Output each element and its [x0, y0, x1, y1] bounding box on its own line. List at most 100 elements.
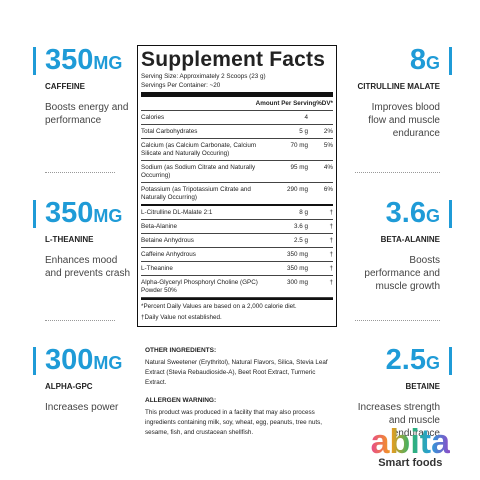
- facts-row: Betaine Anhydrous 2.5 g †: [141, 234, 333, 248]
- separator: [355, 320, 440, 321]
- row-dv: 5%: [323, 142, 333, 149]
- row-name: Potassium (as Tripotassium Citrate and N…: [141, 186, 251, 201]
- amount: 8G: [330, 45, 440, 78]
- amount: 2.5G: [330, 345, 440, 378]
- row-amount: 5 g: [299, 128, 308, 135]
- facts-panel: Supplement Facts Serving Size: Approxima…: [137, 45, 337, 327]
- amount: 350MG: [45, 198, 155, 231]
- amount-unit: MG: [93, 206, 123, 226]
- nutrient-name: CITRULLINE MALATE: [357, 82, 440, 91]
- footnotes: *Percent Daily Values are based on a 2,0…: [141, 302, 333, 322]
- other-heading: OTHER INGREDIENTS:: [145, 347, 217, 354]
- nutrient-description: Increases strength and muscle endurance: [357, 402, 440, 439]
- other-text: Natural Sweetener (Erythritol), Natural …: [145, 359, 328, 386]
- header-row: Amount Per Serving %DV*: [141, 97, 333, 111]
- facts-row: Alpha-Glyceryl Phosphoryl Choline (GPC) …: [141, 276, 333, 298]
- accent-bar: [449, 47, 452, 75]
- row-dv: [308, 114, 333, 122]
- nutrient-description: Boosts energy and performance: [45, 102, 129, 126]
- row-amount: 300 mg: [286, 279, 308, 286]
- rows: Calories 4 Total Carbohydrates 5 g 2% Calcium…: [141, 111, 333, 298]
- row-amount: 95 mg: [290, 164, 308, 171]
- nutrient-item: 350MG L-THEANINE Enhances mood and prevent…: [33, 198, 155, 280]
- allergen-text: This product was produced in a facility …: [145, 409, 322, 436]
- row-name: Total Carbohydrates: [141, 128, 198, 135]
- header-dv: %DV*: [316, 100, 333, 107]
- amount: 300MG: [45, 345, 155, 378]
- facts-row: Calories 4: [141, 111, 333, 125]
- facts-row: Caffeine Anhydrous 350 mg †: [141, 248, 333, 262]
- row-amount: 8 g: [299, 209, 308, 216]
- footnote: †Daily Value not established.: [141, 314, 222, 321]
- nutrient-item: 2.5G BETAINE Increases strength and muscle…: [330, 345, 452, 440]
- amount-value: 8: [409, 44, 426, 76]
- row-amount: 290 mg: [286, 186, 308, 193]
- accent-bar: [33, 200, 36, 228]
- amount-value: 350: [45, 197, 94, 229]
- row-dv: 6%: [323, 186, 333, 193]
- servings: Servings Per Container: ~20: [141, 82, 221, 89]
- facts-row: Total Carbohydrates 5 g 2%: [141, 125, 333, 139]
- row-dv: †: [329, 251, 333, 258]
- rule: [141, 298, 333, 300]
- row-name: Sodium (as Sodium Citrate and Naturally …: [141, 164, 256, 179]
- row-dv: †: [329, 237, 333, 244]
- row-name: Calcium (as Calcium Carbonate, Calcium S…: [141, 142, 257, 157]
- amount-value: 2.5: [385, 344, 426, 376]
- facts-row: L-Theanine 350 mg †: [141, 262, 333, 276]
- nutrient-description: Enhances mood and prevents crash: [45, 255, 131, 279]
- separator: [355, 172, 440, 173]
- row-name: Calories: [141, 114, 165, 121]
- facts-row: L-Citrulline DL-Malate 2:1 8 g †: [141, 206, 333, 220]
- facts-row: Calcium (as Calcium Carbonate, Calcium S…: [141, 139, 333, 161]
- row-amount: 70 mg: [290, 142, 308, 149]
- logo: abita Smart foods: [371, 425, 450, 469]
- nutrient-name: BETAINE: [405, 382, 440, 391]
- facts-row: Beta-Alanine 3.6 g †: [141, 220, 333, 234]
- rule: [141, 92, 333, 97]
- nutrient-item: 300MG ALPHA-GPC Increases power: [33, 345, 155, 414]
- brand-tagline: Smart foods: [378, 457, 443, 469]
- amount-unit: G: [425, 206, 440, 226]
- serving-size: Serving Size: Approximately 2 Scoops (23…: [141, 73, 266, 80]
- row-amount: 2.5 g: [293, 237, 308, 244]
- row-amount: 4: [304, 114, 308, 121]
- row-name: Caffeine Anhydrous: [141, 251, 196, 258]
- row-dv: 2%: [323, 128, 333, 135]
- row-name: L-Citrulline DL-Malate 2:1: [141, 209, 213, 216]
- row-dv: †: [329, 265, 333, 272]
- amount: 3.6G: [330, 198, 440, 231]
- nutrient-description: Improves blood flow and muscle endurance: [368, 102, 440, 139]
- amount-unit: MG: [93, 353, 123, 373]
- allergen-heading: ALLERGEN WARNING:: [145, 397, 217, 404]
- nutrient-description: Increases power: [45, 402, 119, 413]
- row-dv: †: [329, 223, 333, 230]
- separator: [45, 320, 115, 321]
- row-dv: 4%: [323, 164, 333, 171]
- amount-value: 300: [45, 344, 94, 376]
- facts-title: Supplement Facts: [141, 48, 326, 71]
- row-dv: †: [329, 279, 333, 286]
- accent-bar: [33, 47, 36, 75]
- nutrient-name: ALPHA-GPC: [45, 382, 93, 391]
- row-dv: †: [329, 209, 333, 216]
- row-name: Betaine Anhydrous: [141, 237, 194, 244]
- row-amount: 3.6 g: [293, 223, 308, 230]
- nutrient-item: 8G CITRULLINE MALATE Improves blood flow a…: [330, 45, 452, 140]
- amount-value: 3.6: [385, 197, 426, 229]
- nutrient-item: 3.6G BETA-ALANINE Boosts performance and m…: [330, 198, 452, 293]
- separator: [45, 172, 115, 173]
- header-amount: Amount Per Serving: [255, 100, 317, 107]
- amount-unit: G: [425, 353, 440, 373]
- facts-row: Sodium (as Sodium Citrate and Naturally …: [141, 161, 333, 183]
- brand-name: abita: [370, 423, 450, 461]
- nutrient-name: BETA-ALANINE: [380, 235, 440, 244]
- accent-bar: [33, 347, 36, 375]
- amount: 350MG: [45, 45, 155, 78]
- amount-unit: MG: [93, 53, 123, 73]
- row-amount: 350 mg: [286, 265, 308, 272]
- nutrient-name: L-THEANINE: [45, 235, 94, 244]
- nutrient-name: CAFFEINE: [45, 82, 85, 91]
- accent-bar: [449, 347, 452, 375]
